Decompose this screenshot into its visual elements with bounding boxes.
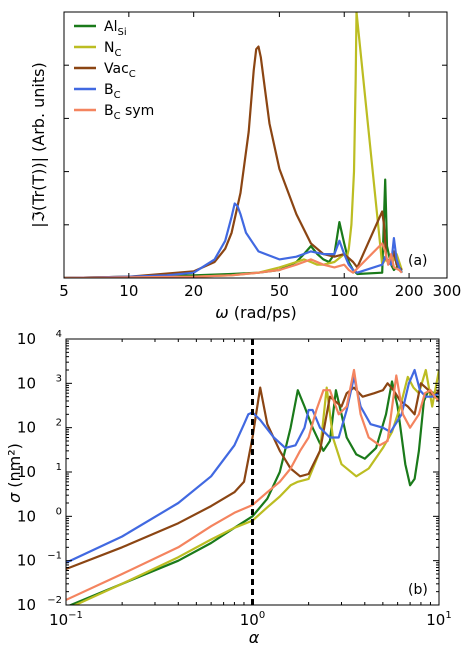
panel-a-series-line-2 (64, 45, 403, 278)
panel-b-series (66, 368, 439, 605)
panel-b-x-ticks: 10−1 100 101 (49, 339, 452, 629)
panel-a-series-line-4 (64, 242, 403, 278)
legend-entry-0: AlSi (104, 19, 127, 38)
panel-a-x-tick-label: 5 (59, 282, 69, 300)
panel-b-y-tick-label: 10 2 (17, 418, 62, 437)
panel-a-x-tick-label: 100 (330, 282, 359, 300)
panel-a-frame (63, 11, 448, 279)
legend-entry-4: BC sym (104, 103, 154, 122)
panel-b-y-tick-label: 10 0 (17, 506, 62, 525)
panel-b-y-label: σ (nm²) (5, 443, 24, 503)
panel-a-x-tick-label: 10 (119, 282, 138, 300)
panel-a-x-tick-label: 50 (270, 282, 289, 300)
legend-entry-1: NC (104, 40, 121, 59)
legend: AlSi NC VacC BC BC sym (74, 19, 154, 122)
panel-a: 5 10 20 50 100 200 300 ω (rad/ps) |ℑ(Tr(T))| (… (29, 11, 461, 322)
panel-b-x-tick-label: 10−1 (49, 610, 83, 629)
panel-b-y-tick-label: 10 4 (17, 329, 62, 348)
panel-b-x-tick-label: 101 (426, 610, 451, 629)
panel-a-x-tick-label: 300 (433, 282, 462, 300)
panel-a-x-tick-label: 20 (184, 282, 203, 300)
legend-entry-3: BC (104, 82, 121, 101)
panel-a-x-label: ω (rad/ps) (215, 303, 296, 322)
panel-b-x-label: α (249, 628, 260, 647)
panel-b-y-tick-label: 10 1 (17, 462, 62, 481)
panel-b-series-line-2 (66, 382, 439, 571)
panel-a-series (64, 12, 403, 278)
panel-b-tag: (b) (408, 582, 428, 598)
panel-b-series-line-3 (66, 368, 439, 564)
panel-b-series-line-0 (67, 380, 439, 605)
panel-a-x-ticks: 5 10 20 50 100 200 300 (59, 12, 461, 300)
panel-a-tag: (a) (408, 253, 428, 269)
panel-b-series-line-4 (66, 368, 439, 601)
panel-b-y-tick-label: 10 −2 (17, 595, 62, 614)
panel-b-y-tick-label: 10 −1 (17, 551, 62, 570)
panel-b-y-tick-label: 10 3 (17, 373, 62, 392)
panel-a-y-label: |ℑ(Tr(T))| (Arb. units) (29, 62, 48, 227)
panel-b-x-tick-label: 100 (240, 610, 265, 629)
panel-a-x-tick-label: 200 (395, 282, 424, 300)
panel-b-series-line-1 (72, 368, 439, 605)
legend-entry-2: VacC (104, 61, 136, 80)
